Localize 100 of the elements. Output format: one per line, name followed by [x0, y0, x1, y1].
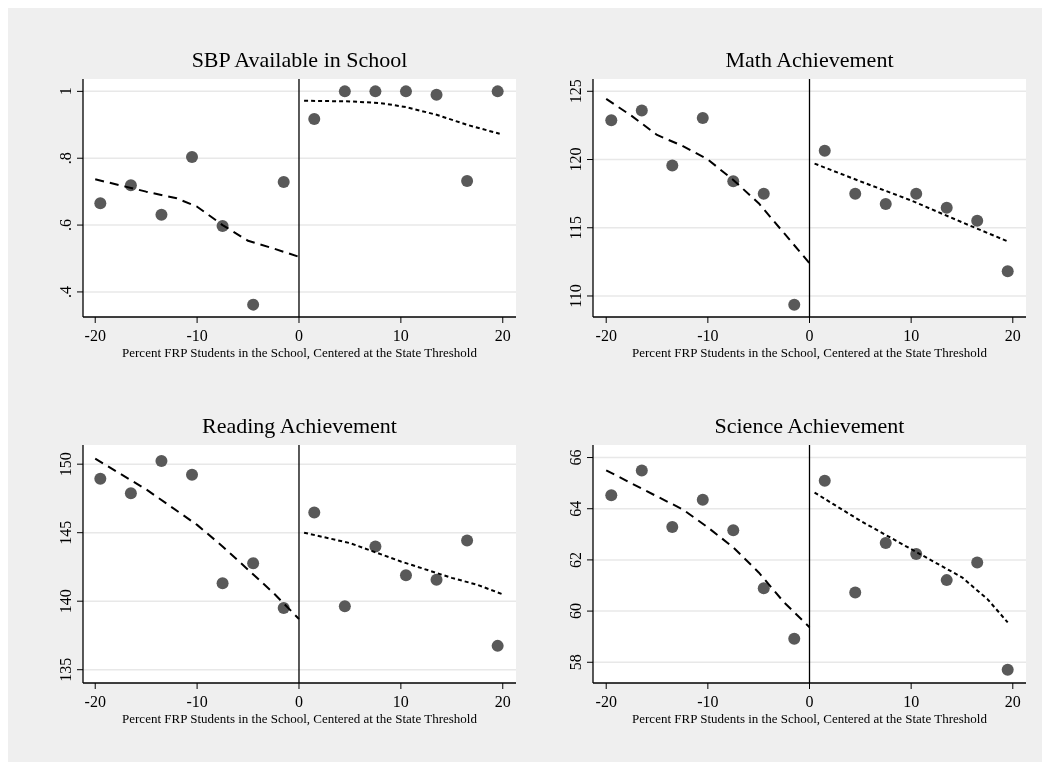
point [940, 574, 953, 587]
point [635, 104, 648, 117]
point [727, 524, 740, 537]
point [788, 632, 801, 645]
y-tick-label: 120 [567, 147, 584, 172]
x-tick-label: 0 [294, 693, 303, 710]
point [788, 298, 801, 311]
x-tick-label: -10 [186, 327, 208, 344]
point [308, 113, 321, 126]
x-axis-title: Percent FRP Students in the School, Centered at the State Threshold [122, 345, 478, 360]
line-series [303, 531, 504, 596]
y-tick-label: .6 [57, 219, 74, 232]
point [1001, 265, 1014, 278]
point [399, 85, 412, 98]
point [155, 454, 168, 467]
point [186, 150, 199, 163]
point [696, 493, 709, 506]
point [94, 197, 107, 210]
point [308, 506, 321, 519]
point [369, 540, 382, 553]
y-tick-label: .8 [57, 152, 74, 165]
point [879, 537, 892, 550]
chart-title: Science Achievement [714, 413, 905, 438]
y-tick-label: 62 [567, 551, 584, 568]
point [277, 175, 290, 188]
x-tick-label: 20 [1004, 693, 1021, 710]
y-tick-label: 64 [567, 500, 584, 517]
point [491, 639, 504, 652]
point [491, 85, 504, 98]
line-series [813, 491, 1009, 624]
x-axis-title: Percent FRP Students in the School, Centered at the State Threshold [122, 711, 478, 726]
point [757, 187, 770, 200]
y-tick-label: 66 [567, 449, 584, 466]
point [971, 214, 984, 227]
y-tick-label: 135 [57, 657, 74, 682]
point [124, 487, 137, 500]
point [1001, 663, 1014, 676]
point [818, 474, 831, 487]
y-tick-label: 110 [567, 284, 584, 308]
point [818, 144, 831, 157]
point [369, 85, 382, 98]
point [757, 582, 770, 595]
x-tick-label: -20 [84, 693, 106, 710]
point [430, 573, 443, 586]
point [338, 85, 351, 98]
point [399, 569, 412, 582]
x-tick-label: 0 [294, 327, 303, 344]
point [879, 198, 892, 211]
y-tick-label: 60 [567, 603, 584, 620]
x-tick-label: 20 [494, 693, 511, 710]
point [94, 472, 107, 485]
x-tick-label: 10 [903, 327, 920, 344]
x-tick-label: -10 [697, 327, 719, 344]
chart-title: Reading Achievement [202, 413, 397, 438]
point [216, 577, 229, 590]
line-series [303, 99, 501, 135]
point [247, 557, 260, 570]
point [338, 600, 351, 613]
point [461, 534, 474, 547]
x-tick-label: 10 [392, 693, 409, 710]
x-tick-label: 10 [903, 693, 920, 710]
x-tick-label: -20 [84, 327, 106, 344]
x-tick-label: 20 [494, 327, 511, 344]
point [666, 159, 679, 172]
x-tick-label: 10 [392, 327, 409, 344]
point [849, 187, 862, 200]
point [605, 114, 618, 127]
point [849, 586, 862, 599]
x-tick-label: 20 [1004, 327, 1021, 344]
y-tick-label: 145 [57, 520, 74, 545]
chart-title: SBP Available in School [191, 47, 408, 72]
y-tick-label: 140 [57, 589, 74, 614]
chart-title: Math Achievement [725, 47, 894, 72]
point [971, 556, 984, 569]
y-tick-label: .4 [57, 285, 74, 298]
y-tick-label: 1 [57, 87, 74, 96]
point [666, 520, 679, 533]
point [635, 464, 648, 477]
y-tick-label: 58 [567, 654, 584, 671]
x-axis-title: Percent FRP Students in the School, Centered at the State Threshold [632, 711, 988, 726]
point [430, 88, 443, 101]
x-tick-label: -10 [186, 693, 208, 710]
x-tick-label: -20 [595, 693, 617, 710]
point [940, 201, 953, 214]
x-tick-label: -20 [595, 327, 617, 344]
point [910, 187, 923, 200]
x-axis-title: Percent FRP Students in the School, Centered at the State Threshold [632, 345, 988, 360]
y-tick-label: 115 [567, 216, 584, 240]
point [247, 298, 260, 311]
point [696, 112, 709, 125]
x-tick-label: -10 [697, 693, 719, 710]
point [461, 174, 474, 187]
point [155, 208, 168, 221]
point [186, 468, 199, 481]
y-tick-label: 150 [57, 452, 74, 477]
y-tick-label: 125 [567, 79, 584, 104]
x-tick-label: 0 [805, 327, 814, 344]
x-tick-label: 0 [805, 693, 814, 710]
line-series [813, 162, 1009, 243]
point [605, 489, 618, 502]
